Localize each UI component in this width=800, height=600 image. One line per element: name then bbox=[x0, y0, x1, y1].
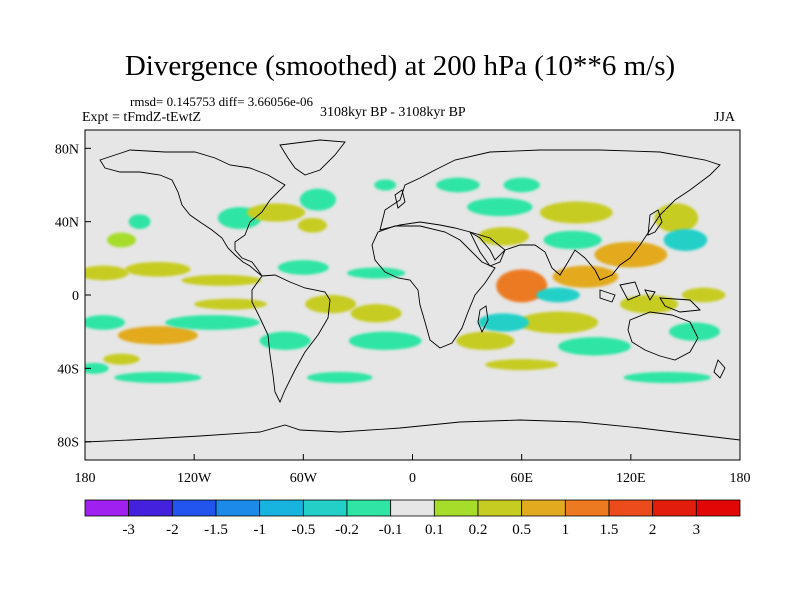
experiment-label: Expt = tFmdZ-tEwtZ bbox=[82, 110, 202, 125]
legend-label: 1.5 bbox=[600, 522, 619, 538]
contour-patch bbox=[128, 214, 151, 230]
plot-title: Divergence (smoothed) at 200 hPa (10**6 … bbox=[124, 50, 676, 82]
contour-patch bbox=[374, 179, 397, 191]
contour-patch bbox=[165, 315, 260, 330]
color-legend: -3 -2 -1.5 -1 -0.5 -0.2 -0.1 0.1 0.2 0.5 1 1.5 2 3 bbox=[84, 499, 741, 538]
contour-patch bbox=[467, 197, 533, 217]
lat-tick-label: 40S bbox=[57, 362, 79, 377]
contour-patch bbox=[181, 274, 262, 286]
legend-label: 2 bbox=[649, 522, 657, 538]
contour-patch bbox=[297, 218, 327, 233]
contour-patch bbox=[518, 311, 599, 334]
legend-label: -3 bbox=[122, 522, 135, 538]
contour-patch bbox=[539, 201, 613, 224]
contour-patch bbox=[681, 287, 726, 303]
contour-patch bbox=[619, 295, 679, 314]
contour-patch bbox=[259, 331, 311, 351]
lon-tick-label: 120E bbox=[616, 471, 646, 486]
legend-label: -2 bbox=[166, 522, 179, 538]
contour-patch bbox=[663, 229, 708, 251]
lon-tick-label: 120W bbox=[177, 471, 212, 486]
contour-patch bbox=[194, 298, 267, 310]
contour-patch bbox=[436, 177, 480, 193]
lat-tick-label: 80N bbox=[55, 142, 79, 157]
legend-swatch bbox=[259, 499, 304, 517]
lon-tick-label: 60E bbox=[510, 471, 533, 486]
legend-label: -0.5 bbox=[291, 522, 315, 538]
contour-patch bbox=[503, 177, 540, 193]
legend-swatch bbox=[652, 499, 697, 517]
legend-swatch bbox=[608, 499, 654, 517]
legend-label: -0.2 bbox=[335, 522, 359, 538]
legend-swatch bbox=[564, 499, 610, 517]
contour-patch bbox=[594, 241, 668, 268]
contour-patch bbox=[85, 362, 109, 374]
contour-patch bbox=[125, 262, 191, 277]
lat-tick-label: 0 bbox=[72, 289, 79, 304]
legend-swatch bbox=[390, 499, 435, 517]
legend-swatch bbox=[477, 499, 523, 517]
contour-patch bbox=[552, 265, 619, 288]
contour-patch bbox=[536, 287, 580, 303]
contour-patch bbox=[106, 232, 136, 248]
lon-tick-label: 60W bbox=[290, 471, 318, 486]
lon-tick-label: 180 bbox=[730, 471, 751, 486]
legend-swatch bbox=[302, 499, 348, 517]
legend-label: -0.1 bbox=[379, 522, 403, 538]
period-label: 3108kyr BP - 3108kyr BP bbox=[320, 105, 466, 120]
coastlines bbox=[85, 139, 740, 443]
legend-swatch bbox=[84, 499, 130, 517]
contour-patch bbox=[347, 267, 406, 279]
contour-patch bbox=[558, 337, 631, 356]
contour-patch bbox=[114, 372, 202, 383]
contour-patch bbox=[85, 265, 129, 281]
legend-label: -1.5 bbox=[204, 522, 228, 538]
contour-patch bbox=[478, 227, 529, 246]
contour-patch bbox=[348, 331, 422, 351]
lon-tick-label: 0 bbox=[409, 471, 416, 486]
legend-swatch bbox=[128, 499, 173, 517]
contour-patch bbox=[85, 315, 126, 330]
legend-swatch bbox=[521, 499, 566, 517]
contour-field bbox=[85, 177, 726, 383]
contour-patch bbox=[456, 331, 515, 351]
legend-swatch bbox=[695, 499, 741, 517]
legend-swatch bbox=[171, 499, 217, 517]
legend-label: 0.1 bbox=[425, 522, 444, 538]
contour-patch bbox=[277, 260, 329, 275]
contour-patch bbox=[623, 372, 711, 383]
contour-patch bbox=[306, 372, 373, 383]
contour-patch bbox=[654, 203, 699, 233]
contour-patch bbox=[299, 188, 337, 211]
contour-patch bbox=[496, 269, 548, 303]
contour-patch bbox=[543, 230, 602, 250]
legend-label: 1 bbox=[562, 522, 570, 538]
map-background bbox=[85, 130, 740, 460]
lat-tick-label: 80S bbox=[57, 436, 79, 451]
legend-label: -1 bbox=[253, 522, 266, 538]
lon-tick-label: 180 bbox=[75, 471, 96, 486]
contour-patch bbox=[350, 304, 402, 323]
legend-swatch bbox=[346, 499, 392, 517]
contour-patch bbox=[117, 326, 198, 345]
lat-tick-label: 40N bbox=[55, 216, 79, 231]
latitude-axis: 80N 40N 0 40S 80S bbox=[55, 142, 91, 451]
contour-patch bbox=[246, 203, 306, 222]
season-label: JJA bbox=[714, 110, 736, 125]
stats-label: rmsd= 0.145753 diff= 3.66056e-06 bbox=[130, 94, 314, 109]
contour-patch bbox=[103, 353, 140, 365]
longitude-axis: 180 120W 60W 0 60E 120E 180 bbox=[75, 454, 751, 486]
contour-patch bbox=[305, 295, 357, 314]
contour-patch bbox=[485, 359, 559, 371]
legend-swatch bbox=[433, 499, 479, 517]
legend-label: 0.2 bbox=[469, 522, 488, 538]
legend-label: 3 bbox=[693, 522, 701, 538]
legend-swatch bbox=[215, 499, 261, 517]
contour-patch bbox=[478, 313, 529, 332]
legend-label: 0.5 bbox=[512, 522, 531, 538]
